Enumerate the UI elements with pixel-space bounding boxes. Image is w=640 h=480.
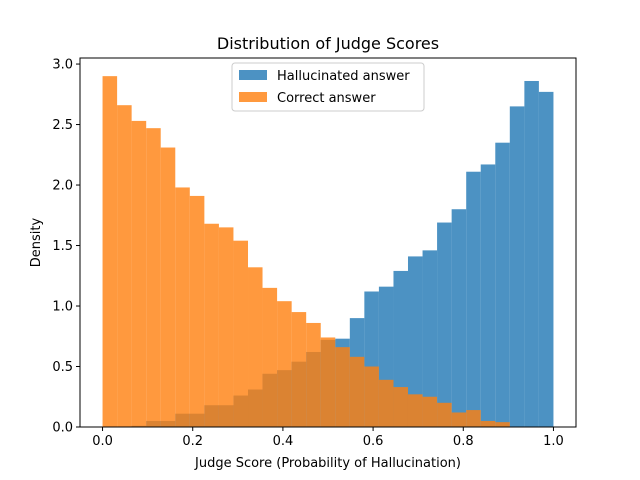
histogram-bar <box>306 322 321 427</box>
histogram-bar <box>466 410 481 427</box>
histogram-bar <box>480 164 496 427</box>
legend-label-correct: Correct answer <box>277 91 376 106</box>
histogram-bar <box>160 147 176 427</box>
x-tick-label: 0.2 <box>182 434 203 449</box>
histogram-bar <box>175 187 190 427</box>
histogram-bar <box>495 142 510 427</box>
legend-frame <box>231 62 425 112</box>
chart-title: Distribution of Judge Scores <box>217 34 439 53</box>
histogram-bar <box>320 337 336 427</box>
histogram-bar <box>538 91 554 427</box>
y-tick-label: 1.5 <box>52 239 73 254</box>
x-tick-label: 0.0 <box>92 434 113 449</box>
x-axis-ticks: 0.0 0.2 0.4 0.6 0.8 1.0 <box>92 427 564 449</box>
y-tick-label: 0.5 <box>52 360 73 375</box>
histogram-bar <box>393 387 408 427</box>
histogram-bar <box>102 76 118 428</box>
y-tick-label: 3.0 <box>52 58 73 73</box>
legend-swatch-hallucinated <box>239 70 267 80</box>
histogram-bar <box>437 402 452 427</box>
y-tick-label: 0.0 <box>52 421 73 436</box>
y-tick-label: 2.0 <box>52 179 73 194</box>
y-tick-label: 1.0 <box>52 300 73 315</box>
histogram-bar <box>437 222 452 427</box>
histogram-bar <box>117 105 132 428</box>
histogram-bar <box>407 256 423 427</box>
histogram-bar <box>335 347 350 427</box>
y-axis-ticks: 0.0 0.5 1.0 1.5 2.0 2.5 3.0 <box>52 58 80 436</box>
plot-frame <box>79 57 577 428</box>
histogram-bar <box>189 195 205 427</box>
legend-label-hallucinated: Hallucinated answer <box>277 69 410 84</box>
histogram-bar <box>248 267 263 427</box>
legend-swatch-correct <box>239 92 267 102</box>
x-tick-label: 0.6 <box>363 434 384 449</box>
histogram-bar <box>131 120 147 428</box>
histogram-bar <box>466 171 481 427</box>
histogram-bar <box>524 80 539 428</box>
x-axis-title: Judge Score (Probability of Hallucinatio… <box>194 456 461 471</box>
x-tick-label: 0.8 <box>453 434 474 449</box>
histogram-bar <box>422 250 438 427</box>
bars-layer <box>102 76 554 428</box>
histogram-bar <box>480 420 496 427</box>
histogram-bar <box>146 128 161 428</box>
histogram-bar <box>378 379 394 427</box>
histogram-bar <box>218 227 234 427</box>
y-axis-title: Density <box>29 217 44 267</box>
histogram-bar <box>233 240 249 427</box>
histogram-bar <box>204 223 219 427</box>
histogram-bar <box>364 366 379 427</box>
histogram-bar <box>407 394 423 427</box>
histogram-bar <box>451 412 467 427</box>
histogram-bar <box>451 209 467 427</box>
histogram-bar <box>262 287 278 427</box>
series-correct-bars <box>102 76 510 428</box>
histogram-bar <box>509 106 525 428</box>
histogram-bar <box>291 312 307 427</box>
y-tick-label: 2.5 <box>52 118 73 133</box>
histogram-bar <box>495 422 510 427</box>
histogram-bar <box>349 356 365 427</box>
histogram-bar <box>422 396 438 427</box>
legend: Hallucinated answer Correct answer <box>231 62 425 112</box>
x-tick-label: 1.0 <box>543 434 564 449</box>
histogram-bar <box>277 301 292 427</box>
x-tick-label: 0.4 <box>273 434 294 449</box>
